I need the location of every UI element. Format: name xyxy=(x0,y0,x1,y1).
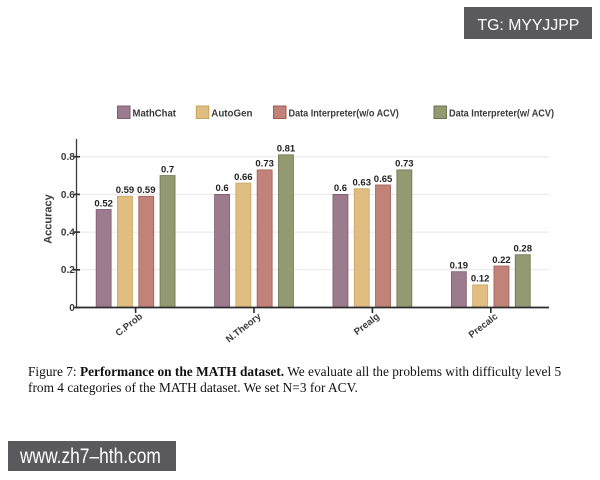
svg-text:0.63: 0.63 xyxy=(353,178,372,189)
svg-text:N.Theory: N.Theory xyxy=(224,311,264,345)
svg-text:0.52: 0.52 xyxy=(94,198,113,209)
svg-text:0.65: 0.65 xyxy=(374,174,393,185)
svg-text:0.73: 0.73 xyxy=(255,159,274,170)
svg-text:0.66: 0.66 xyxy=(234,172,253,183)
svg-text:0.28: 0.28 xyxy=(514,244,533,255)
svg-text:0.59: 0.59 xyxy=(137,185,156,196)
svg-text:0.12: 0.12 xyxy=(471,274,490,285)
svg-text:0.7: 0.7 xyxy=(161,164,174,175)
svg-text:Prealg: Prealg xyxy=(352,311,382,338)
svg-text:0.2: 0.2 xyxy=(61,265,75,276)
svg-text:0.22: 0.22 xyxy=(492,255,511,266)
svg-text:0.73: 0.73 xyxy=(395,159,414,170)
svg-text:0.6: 0.6 xyxy=(334,183,347,194)
svg-text:0.4: 0.4 xyxy=(61,228,75,239)
svg-text:0: 0 xyxy=(69,303,75,314)
svg-text:Accuracy: Accuracy xyxy=(42,193,54,243)
svg-text:MathChat: MathChat xyxy=(133,108,177,119)
svg-text:C.Prob: C.Prob xyxy=(114,311,145,339)
svg-text:0.6: 0.6 xyxy=(61,190,75,201)
svg-text:0.19: 0.19 xyxy=(450,260,469,271)
svg-text:AutoGen: AutoGen xyxy=(211,108,252,119)
svg-text:Precalc: Precalc xyxy=(467,311,500,340)
svg-text:0.59: 0.59 xyxy=(116,185,135,196)
svg-text:Data Interpreter(w/o ACV): Data Interpreter(w/o ACV) xyxy=(289,108,399,119)
svg-text:Data Interpreter(w/ ACV): Data Interpreter(w/ ACV) xyxy=(449,108,554,119)
svg-text:0.6: 0.6 xyxy=(215,183,228,194)
svg-text:0.81: 0.81 xyxy=(277,144,296,155)
svg-text:0.8: 0.8 xyxy=(61,152,75,163)
